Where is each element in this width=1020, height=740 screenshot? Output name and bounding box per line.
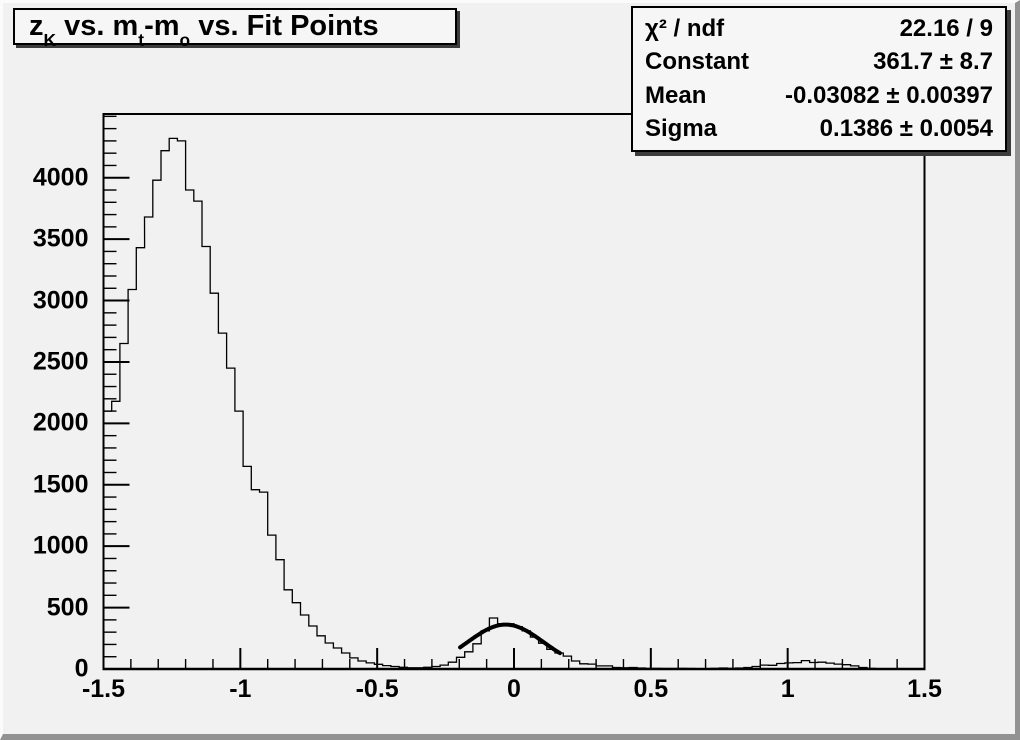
x-axis-tick-label: 1.5 [907,675,942,703]
x-axis-tick-label: -1.5 [81,675,126,703]
histogram-outline [102,137,925,670]
x-axis-tick-label: 0 [507,675,521,703]
y-axis-tick-label: 0 [74,654,89,683]
y-axis-tick-label: 4000 [32,163,89,192]
page-title: zK vs. mt-mo vs. Fit Points [29,10,379,51]
stats-row: χ² / ndf 22.16 / 9 [633,14,1005,42]
gaussian-fit-curve [458,622,562,656]
stats-row: Mean -0.03082 ± 0.00397 [633,81,1005,109]
x-axis-tick-label: 0.5 [633,675,669,703]
stats-label: Mean [645,81,707,109]
stats-value: 22.16 / 9 [899,14,993,42]
stats-value: -0.03082 ± 0.00397 [784,81,993,109]
x-axis-tick-label: 1 [780,675,795,703]
y-axis-tick-label: 2000 [32,408,89,437]
x-axis-tick-label: -0.5 [355,675,399,703]
plot-area [102,113,926,671]
y-axis-tick-label: 500 [46,593,89,622]
stats-box[interactable]: χ² / ndf 22.16 / 9 Constant 361.7 ± 8.7 Mean… [631,6,1007,152]
stats-value: 361.7 ± 8.7 [873,48,993,76]
stats-label: χ² / ndf [645,14,725,42]
y-axis-tick-label: 1000 [32,531,89,560]
y-axis-tick-label: 2500 [32,347,89,376]
title-box[interactable]: zK vs. mt-mo vs. Fit Points [13,8,457,51]
y-axis-tick-label: 3500 [32,224,89,253]
stats-value: 0.1386 ± 0.0054 [819,115,993,143]
y-axis-tick-label: 1500 [32,470,89,499]
title-subscript: t [138,30,145,51]
title-subscript: o [179,30,191,51]
title-subscript: K [43,30,57,51]
stats-label: Sigma [645,115,718,143]
stats-label: Constant [645,48,749,76]
x-axis-tick-label: -1 [229,675,252,703]
plot-frame [102,113,926,670]
stats-row: Sigma 0.1386 ± 0.0054 [633,115,1005,143]
y-axis-tick-label: 3000 [32,286,89,315]
stats-row: Constant 361.7 ± 8.7 [633,48,1005,76]
